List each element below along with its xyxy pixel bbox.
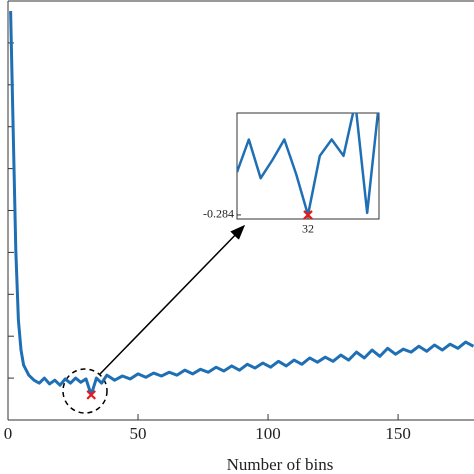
zoom-arrow xyxy=(99,224,246,375)
min-marker xyxy=(86,390,96,400)
x-tick-label: 50 xyxy=(130,424,147,443)
x-tick-label: 0 xyxy=(4,424,13,443)
data-line xyxy=(9,11,474,397)
x-tick-label: 32 xyxy=(302,222,314,236)
min-marker xyxy=(303,210,313,220)
x-tick-label: 150 xyxy=(385,424,411,443)
inset-frame xyxy=(236,112,380,220)
y-tick-label: -0.284 xyxy=(203,207,234,221)
x-tick-label: 100 xyxy=(255,424,281,443)
x-axis-label: Number of bins xyxy=(227,455,334,474)
highlight-circle xyxy=(62,368,108,414)
